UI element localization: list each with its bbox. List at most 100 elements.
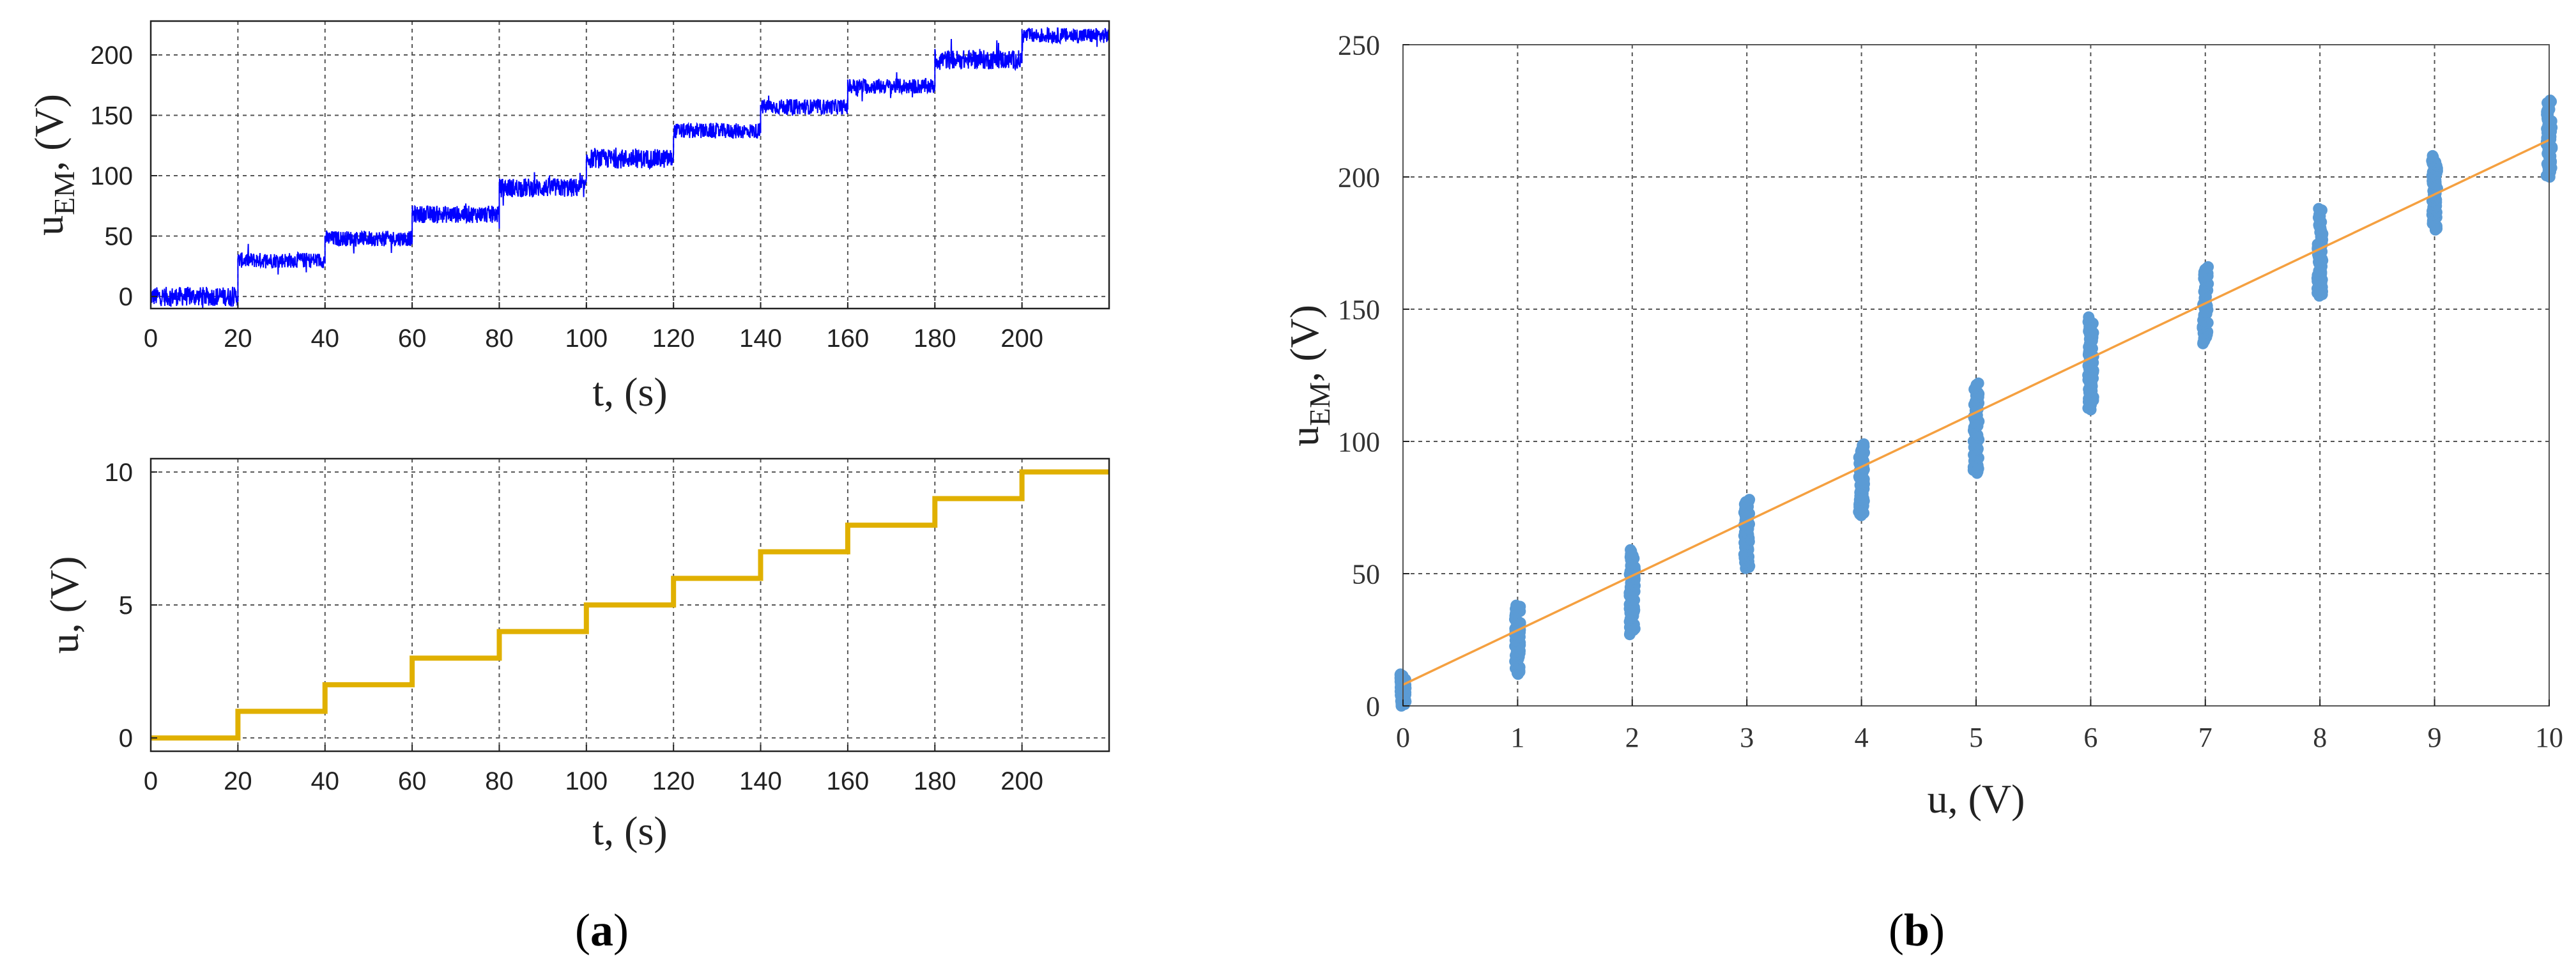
x-tick-label: 200: [1000, 325, 1043, 353]
caption-b-close: ): [1929, 905, 1945, 956]
caption-a-letter: a: [590, 905, 613, 956]
y-tick-label: 0: [119, 283, 133, 311]
scatter-point: [2202, 261, 2214, 273]
x-tick-label: 80: [485, 767, 514, 795]
x-tick-label: 140: [739, 767, 782, 795]
y-tick-label: 250: [1338, 29, 1380, 61]
x-tick-label: 180: [914, 767, 956, 795]
series-line: [151, 469, 1109, 741]
panel-a-bottom-y-ticks: 0 5 10: [105, 459, 157, 753]
x-tick-label: 120: [652, 325, 695, 353]
panel-a-top-y-axis-suffix: , (V): [26, 94, 72, 171]
x-tick-label: 3: [1740, 722, 1754, 753]
panel-b-y-ticks: 0 50 100 150 200 250: [1338, 29, 1409, 722]
x-tick-label: 160: [827, 325, 870, 353]
panel-a-top-y-ticks: 0 50 100 150 200: [90, 42, 157, 311]
scatter-point: [2426, 149, 2439, 162]
scatter-point: [1858, 438, 1870, 450]
y-tick-label: 50: [1352, 558, 1380, 590]
x-tick-label: 40: [310, 767, 339, 795]
panel-b-fit: [1402, 139, 2550, 686]
x-tick-label: 140: [739, 325, 782, 353]
y-tick-label: 200: [1338, 162, 1380, 193]
panel-a-top-x-axis-title: t, (s): [592, 369, 667, 415]
x-tick-label: 60: [398, 325, 427, 353]
panel-a-bottom-x-ticks: 0 20 40 60 80 100 120 140 160 180 200: [144, 745, 1043, 795]
y-tick-label: 10: [105, 459, 134, 487]
panel-b-y-axis-suffix: , (V): [1282, 305, 1327, 382]
panel-a-bottom-series: [151, 469, 1109, 741]
panel-b-y-axis-main: u: [1282, 426, 1327, 447]
caption-a-open: (: [575, 905, 590, 956]
x-tick-label: 4: [1855, 722, 1869, 753]
scatter-cluster: [1508, 599, 1526, 680]
panel-b-y-axis-title: uEM, (V): [1282, 305, 1336, 447]
y-tick-label: 0: [1366, 691, 1380, 722]
y-tick-label: 200: [90, 42, 133, 70]
panel-a-top-series: [151, 27, 1109, 309]
scatter-point: [1972, 377, 1984, 389]
scatter-cluster: [2082, 311, 2099, 416]
panel-a-top-y-axis-sub: EM: [48, 171, 80, 215]
caption-a-close: ): [613, 905, 629, 956]
x-tick-label: 100: [565, 767, 608, 795]
x-tick-label: 60: [398, 767, 427, 795]
series-line: [151, 27, 1109, 309]
scatter-cluster: [2426, 149, 2443, 236]
panel-a-top-y-axis-main: u: [26, 215, 72, 236]
y-tick-label: 150: [90, 102, 133, 130]
panel-a-bottom-x-axis-title: t, (s): [592, 808, 667, 853]
x-tick-label: 120: [652, 767, 695, 795]
scatter-cluster: [1967, 377, 1985, 479]
x-tick-label: 6: [2083, 722, 2097, 753]
y-tick-label: 50: [105, 223, 134, 251]
scatter-point: [1510, 599, 1522, 611]
y-tick-label: 5: [119, 592, 133, 620]
fit-line: [1402, 139, 2550, 686]
x-tick-label: 5: [1969, 722, 1983, 753]
x-tick-label: 9: [2428, 722, 2442, 753]
scatter-point: [1395, 668, 1407, 680]
panel-a-top-x-ticks: 0 20 40 60 80 100 120 140 160 180 200: [144, 302, 1043, 353]
x-tick-label: 20: [224, 325, 252, 353]
panel-a-top-frame: [150, 20, 1110, 310]
panel-a-bottom-y-axis-title: u, (V): [42, 556, 87, 654]
panel-a-top-y-axis-title: uEM, (V): [26, 94, 80, 236]
scatter-point: [2083, 311, 2095, 323]
x-tick-label: 7: [2198, 722, 2212, 753]
caption-b-open: (: [1889, 905, 1904, 956]
panel-b-y-axis-sub: EM: [1303, 382, 1336, 426]
y-tick-label: 150: [1338, 294, 1380, 325]
scatter-cluster: [1738, 494, 1756, 574]
caption-a: (a): [575, 905, 629, 956]
y-tick-label: 0: [119, 724, 133, 753]
x-tick-label: 8: [2313, 722, 2327, 753]
x-tick-label: 10: [2535, 722, 2563, 753]
y-tick-label: 100: [90, 162, 133, 190]
x-tick-label: 180: [914, 325, 956, 353]
x-tick-label: 160: [827, 767, 870, 795]
scatter-point: [2313, 203, 2325, 215]
scatter-cluster: [2196, 261, 2214, 349]
scatter-cluster: [1853, 438, 1871, 521]
x-tick-label: 20: [224, 767, 252, 795]
y-tick-label: 100: [1338, 426, 1380, 457]
x-tick-label: 0: [144, 767, 158, 795]
x-tick-label: 0: [1396, 722, 1410, 753]
x-tick-label: 200: [1000, 767, 1043, 795]
scatter-cluster: [1623, 544, 1641, 641]
scatter-point: [1625, 544, 1637, 556]
panel-a-top-chart: 0 20 40 60 80 100 120 140 160 180 200 0 50 100 150 200…: [26, 20, 1110, 415]
x-tick-label: 100: [565, 325, 608, 353]
panel-b-x-axis-title: u, (V): [1928, 776, 2025, 822]
scatter-point: [2544, 94, 2556, 106]
caption-b: (b): [1889, 905, 1945, 956]
x-tick-label: 0: [144, 325, 158, 353]
x-tick-label: 40: [310, 325, 339, 353]
panel-a-bottom-grid: [151, 459, 1109, 751]
caption-b-letter: b: [1904, 905, 1929, 956]
x-tick-label: 80: [485, 325, 514, 353]
